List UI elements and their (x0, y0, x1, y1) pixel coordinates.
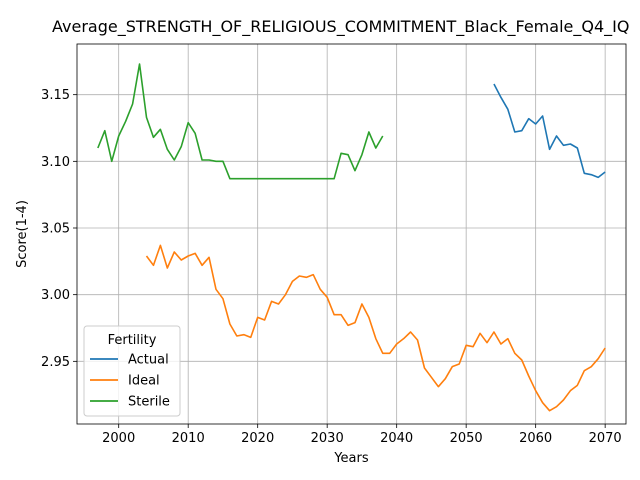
y-tick-label: 3.10 (41, 155, 70, 170)
chart-title: Average_STRENGTH_OF_RELIGIOUS_COMMITMENT… (52, 17, 629, 37)
legend-box (83, 325, 181, 417)
x-axis-label: Years (333, 451, 369, 466)
legend-label-sterile: Sterile (128, 395, 170, 410)
x-axis: 2000 2010 2020 2030 2040 2050 2060 2070 (102, 424, 622, 446)
grid (77, 44, 626, 424)
legend-title: Fertility (108, 333, 157, 348)
x-tick-label: 2000 (102, 431, 135, 446)
y-tick-label: 3.15 (41, 88, 70, 103)
x-tick-label: 2040 (380, 431, 413, 446)
y-tick-label: 3.05 (41, 222, 70, 237)
legend-label-actual: Actual (128, 353, 169, 368)
y-tick-label: 3.00 (41, 288, 70, 303)
legend-label-ideal: Ideal (128, 374, 160, 389)
legend: Fertility Actual Ideal Sterile (83, 325, 181, 417)
series-line-sterile (97, 63, 384, 180)
x-tick-label: 2010 (172, 431, 205, 446)
x-tick-label: 2030 (311, 431, 344, 446)
y-axis: 2.95 3.00 3.05 3.10 3.15 (41, 88, 77, 370)
series-lines (97, 63, 606, 412)
series-line-actual (493, 83, 606, 179)
plot-frame (76, 43, 627, 425)
x-tick-label: 2050 (450, 431, 483, 446)
y-axis-label: Score(1-4) (15, 200, 30, 268)
x-tick-label: 2020 (241, 431, 274, 446)
x-tick-label: 2070 (589, 431, 622, 446)
x-tick-label: 2060 (519, 431, 552, 446)
series-line-ideal (145, 244, 606, 412)
legend-items: Actual Ideal Sterile (90, 353, 170, 410)
y-tick-label: 2.95 (41, 355, 70, 370)
